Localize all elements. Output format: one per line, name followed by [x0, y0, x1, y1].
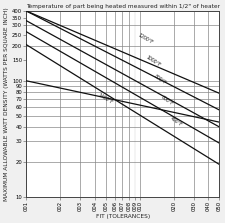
Text: 1200°F: 1200°F	[137, 32, 154, 45]
Text: 1400°F: 1400°F	[97, 93, 114, 106]
Title: Temperature of part being heated measured within 1/2" of heater: Temperature of part being heated measure…	[26, 4, 219, 9]
Text: 800°F: 800°F	[152, 74, 166, 86]
Text: 600°F: 600°F	[159, 95, 173, 107]
X-axis label: FIT (TOLERANCES): FIT (TOLERANCES)	[95, 214, 149, 219]
Text: 400°F: 400°F	[168, 116, 182, 128]
Text: 1000°F: 1000°F	[144, 54, 161, 68]
Y-axis label: MAXIMUM ALLOWABLE WATT DENSITY (WATTS PER SQUARE INCH): MAXIMUM ALLOWABLE WATT DENSITY (WATTS PE…	[4, 7, 9, 201]
